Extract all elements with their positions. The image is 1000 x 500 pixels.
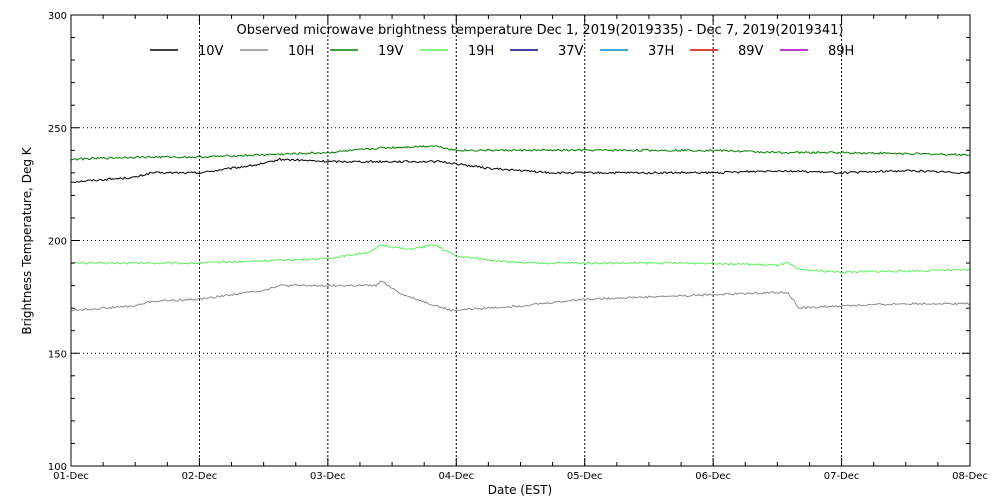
legend-label-10h: 10H: [288, 44, 314, 59]
y-tick-label: 300: [48, 11, 67, 22]
x-tick-label: 06-Dec: [695, 471, 731, 482]
legend-label-19h: 19H: [468, 44, 494, 59]
legend-label-37h: 37H: [648, 44, 674, 59]
legend-label-89h: 89H: [828, 44, 854, 59]
legend: 10V 10H 19V 19H 37V 37H 89V 89H: [150, 44, 854, 59]
legend-label-19v: 19V: [378, 44, 404, 59]
x-tick-label: 03-Dec: [310, 471, 346, 482]
x-tick-label: 07-Dec: [824, 471, 860, 482]
y-tick-label: 250: [48, 124, 67, 135]
legend-label-10v: 10V: [198, 44, 224, 59]
series-layer: [70, 145, 971, 313]
legend-label-37v: 37V: [558, 44, 584, 59]
x-tick-label: 02-Dec: [182, 471, 218, 482]
x-tick-label: 04-Dec: [438, 471, 474, 482]
y-axis-title: Brightness Temperature, Deg K: [20, 146, 34, 334]
series-line-19h: [70, 243, 971, 274]
chart-title: Observed microwave brightness temperatur…: [237, 23, 844, 38]
legend-label-89v: 89V: [738, 44, 764, 59]
axis-layer: 01-Dec 02-Dec 03-Dec 04-Dec 05-Dec 06-Dec 07-D…: [48, 11, 988, 482]
series-line-19v: [70, 145, 971, 161]
series-line-10h: [70, 280, 971, 313]
grid-layer: [71, 15, 970, 466]
y-tick-label: 200: [48, 237, 67, 248]
y-tick-label: 100: [48, 462, 67, 473]
x-tick-label: 08-Dec: [952, 471, 988, 482]
x-axis-title: Date (EST): [488, 483, 552, 497]
x-tick-label: 01-Dec: [53, 471, 89, 482]
x-tick-label: 05-Dec: [567, 471, 603, 482]
series-line-10v: [70, 157, 971, 183]
y-tick-label: 150: [48, 349, 67, 360]
